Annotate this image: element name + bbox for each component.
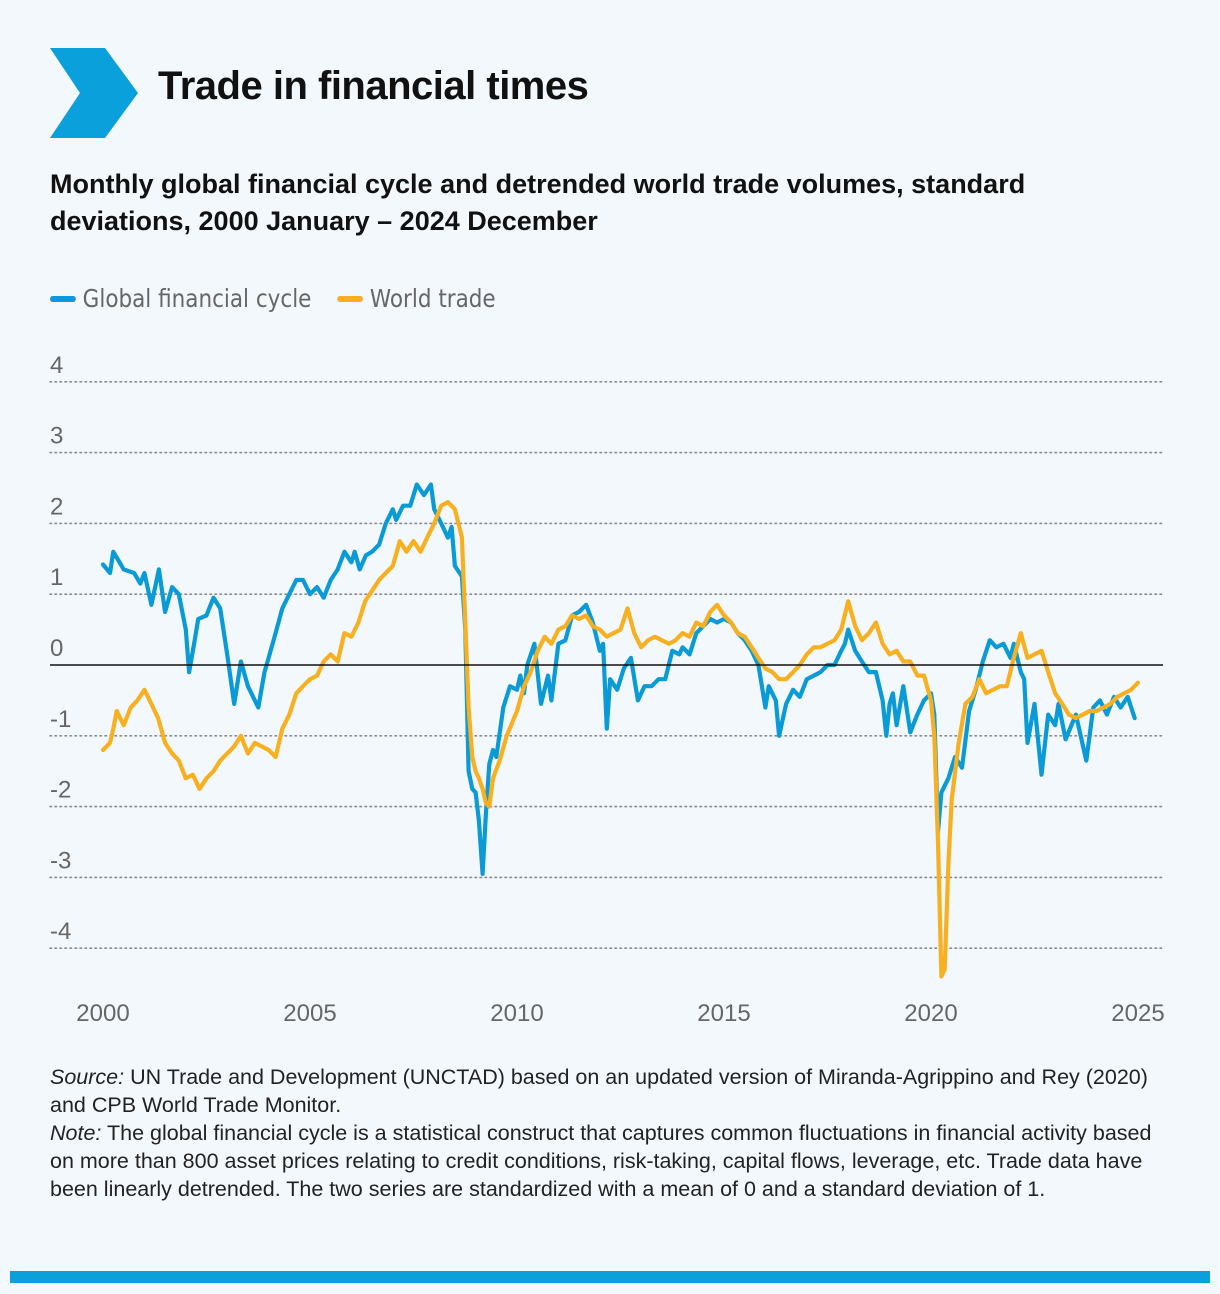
- chart-subtitle: Monthly global financial cycle and detre…: [50, 169, 1026, 236]
- chevron-right-icon: [50, 48, 138, 138]
- x-tick-label: 2020: [904, 1000, 957, 1027]
- source-text: UN Trade and Development (UNCTAD) based …: [50, 1065, 1148, 1117]
- x-tick-label: 2025: [1111, 1000, 1164, 1027]
- line-chart: 4 3 2 1 0 -1 -2 -3 -4 2000 2005 2010 2015 2020 2025: [49, 352, 1165, 1027]
- chart-legend: Global financial cycle World trade: [50, 284, 521, 313]
- series-layer: [100, 482, 1141, 979]
- y-tick-label: -2: [50, 777, 71, 804]
- source-label: Source:: [50, 1065, 125, 1089]
- source-note: Source: UN Trade and Development (UNCTAD…: [50, 1063, 1180, 1119]
- legend-swatch-trade: [337, 295, 364, 302]
- y-tick-label: -3: [50, 847, 71, 874]
- method-note: Note: The global financial cycle is a st…: [50, 1119, 1180, 1203]
- legend-item-financial: Global financial cycle: [50, 284, 311, 313]
- legend-item-trade: World trade: [337, 284, 496, 313]
- y-tick-label: 3: [50, 423, 63, 450]
- page-title: Trade in financial times: [158, 64, 589, 108]
- note-label: Note:: [50, 1121, 102, 1145]
- bottom-accent-bar: [10, 1271, 1210, 1283]
- series-line-world-trade: [100, 500, 1141, 979]
- legend-swatch-financial: [50, 295, 76, 302]
- x-tick-label: 2000: [76, 1000, 129, 1027]
- chart-notes: Source: UN Trade and Development (UNCTAD…: [50, 1063, 1180, 1203]
- x-tick-label: 2005: [283, 1000, 336, 1027]
- note-text: The global financial cycle is a statisti…: [50, 1121, 1152, 1201]
- series-line-financial-cycle: [100, 482, 1137, 876]
- y-tick-label: 2: [50, 493, 63, 520]
- axis-layer: 4 3 2 1 0 -1 -2 -3 -4 2000 2005 2010 2015 2020 2025: [50, 352, 1165, 1027]
- y-tick-label: -1: [50, 706, 71, 733]
- x-tick-label: 2015: [697, 1000, 750, 1027]
- y-tick-label: 4: [50, 352, 63, 379]
- grid-layer: [49, 380, 1164, 950]
- legend-label-trade: World trade: [369, 284, 496, 313]
- y-tick-label: 0: [50, 635, 63, 662]
- legend-label-financial: Global financial cycle: [82, 284, 312, 313]
- y-tick-label: 1: [50, 564, 63, 591]
- x-tick-label: 2010: [490, 1000, 543, 1027]
- y-tick-label: -4: [50, 918, 71, 945]
